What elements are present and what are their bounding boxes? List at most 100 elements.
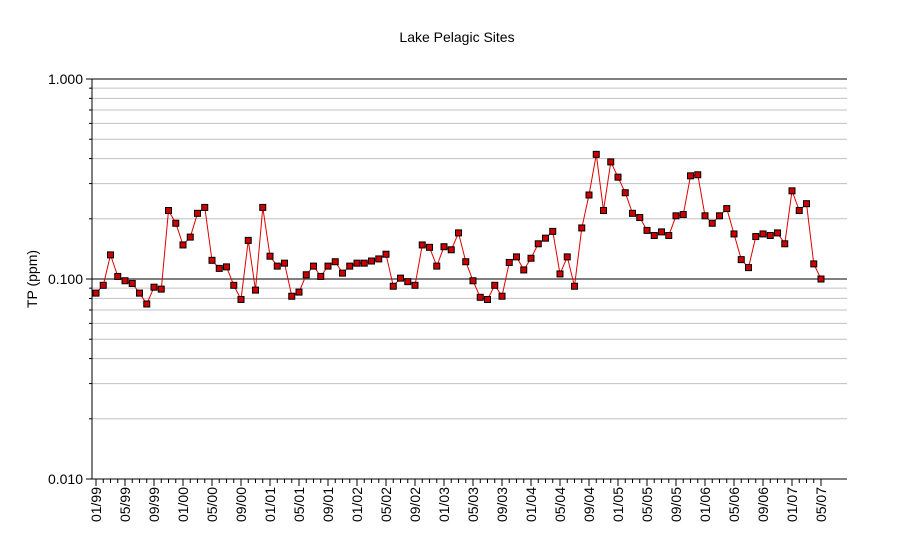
data-point: [114, 272, 122, 280]
y-axis-label: TP (ppm): [24, 250, 40, 308]
y-tick-label: 0.010: [48, 471, 83, 487]
x-tick-label: 01/05: [610, 487, 626, 522]
x-tick-label: 01/03: [436, 487, 452, 522]
data-point: [273, 262, 281, 270]
data-point: [708, 219, 716, 227]
x-tick-label: 09/01: [320, 487, 336, 522]
data-point: [331, 258, 339, 266]
x-tick-label: 05/06: [726, 487, 742, 522]
data-point: [339, 269, 346, 277]
data-point: [244, 236, 252, 244]
data-point: [527, 254, 535, 262]
data-point: [803, 200, 810, 208]
data-point: [556, 270, 564, 278]
x-tick-label: 01/01: [262, 487, 278, 522]
data-series: [92, 150, 825, 308]
data-point: [643, 226, 651, 234]
data-point: [179, 241, 187, 249]
data-point: [745, 264, 752, 272]
data-point: [505, 258, 513, 266]
data-point: [730, 230, 738, 238]
data-point: [679, 211, 687, 219]
data-point: [665, 232, 673, 240]
data-point: [404, 278, 412, 286]
data-point: [353, 259, 361, 267]
axes: [86, 78, 847, 486]
data-point: [795, 207, 803, 215]
y-tick-label: 0.100: [48, 271, 83, 287]
data-point: [215, 264, 223, 272]
data-point: [636, 214, 644, 222]
data-point: [143, 300, 151, 308]
data-point: [295, 288, 303, 296]
chart-title: Lake Pelagic Sites: [399, 29, 514, 45]
x-tick-label: 09/00: [233, 487, 249, 522]
data-point: [201, 203, 209, 211]
data-point: [375, 255, 383, 263]
x-tick-label: 05/02: [378, 487, 394, 522]
data-point: [723, 205, 731, 213]
data-point: [701, 212, 709, 220]
data-point: [346, 262, 354, 270]
data-point: [208, 256, 216, 264]
data-point: [157, 285, 165, 293]
x-tick-label: 09/99: [146, 487, 162, 522]
data-point: [621, 189, 629, 197]
data-point: [694, 171, 702, 179]
data-point: [288, 292, 296, 300]
data-point: [121, 277, 129, 285]
x-tick-label: 01/06: [697, 487, 713, 522]
x-tick-label: 05/99: [117, 487, 133, 522]
x-tick-label: 05/00: [204, 487, 220, 522]
data-point: [382, 250, 390, 258]
data-point: [759, 230, 767, 238]
data-point: [476, 293, 484, 301]
data-point: [774, 229, 781, 237]
series-line: [95, 154, 822, 306]
data-point: [136, 289, 143, 297]
gridlines: [92, 78, 847, 420]
data-point: [433, 262, 441, 270]
x-tick-label: 01/00: [175, 487, 191, 522]
data-point: [817, 275, 825, 283]
data-point: [752, 233, 760, 241]
x-tick-label: 01/04: [523, 487, 539, 522]
data-point: [252, 286, 259, 294]
data-point: [469, 277, 477, 285]
data-point: [716, 212, 723, 220]
data-point: [810, 260, 818, 268]
data-point: [788, 187, 796, 195]
x-tick-label: 01/07: [784, 487, 800, 522]
x-tick-label: 09/02: [407, 487, 423, 522]
data-point: [165, 207, 172, 215]
data-point: [687, 172, 694, 180]
data-point: [491, 281, 499, 289]
x-tick-label: 05/04: [552, 487, 568, 522]
data-point: [534, 240, 542, 248]
data-point: [447, 246, 455, 254]
data-point: [186, 233, 194, 241]
data-point: [281, 259, 288, 267]
data-point: [150, 283, 158, 291]
data-point: [542, 234, 549, 242]
data-point: [172, 219, 180, 227]
data-point: [411, 281, 419, 289]
data-point: [766, 232, 774, 240]
data-point: [259, 203, 267, 211]
data-point: [571, 282, 578, 290]
data-point: [310, 262, 317, 270]
data-point: [563, 253, 571, 261]
data-point: [128, 279, 136, 287]
data-point: [418, 241, 426, 249]
data-point: [672, 212, 680, 220]
data-point: [99, 281, 107, 289]
data-point: [107, 251, 114, 259]
data-point: [658, 228, 665, 236]
data-point: [520, 266, 528, 274]
data-point: [614, 173, 622, 181]
data-point: [629, 209, 636, 217]
x-tick-label: 01/99: [88, 487, 104, 522]
x-tick-label: 09/06: [755, 487, 771, 522]
